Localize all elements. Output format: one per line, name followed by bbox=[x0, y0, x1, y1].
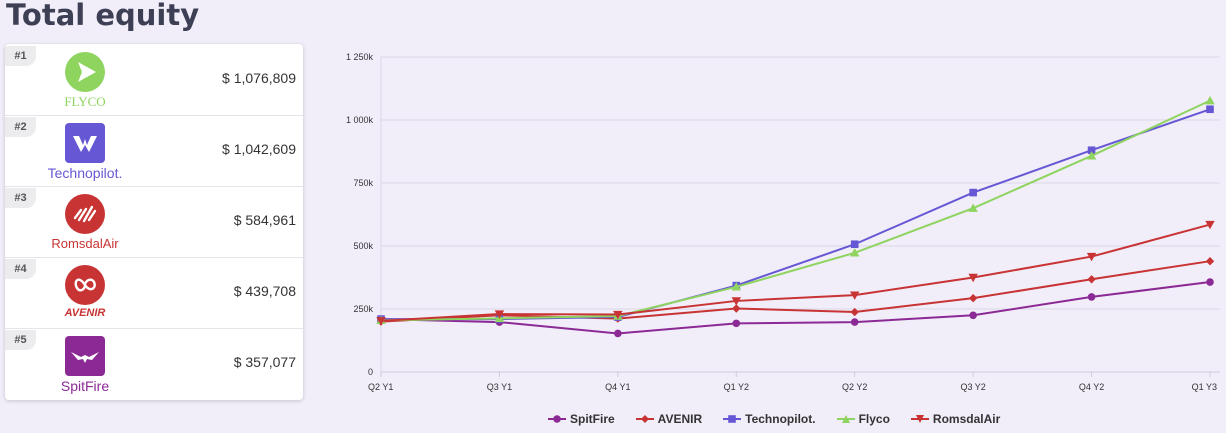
rank-badge: #3 bbox=[5, 188, 36, 208]
spitfire-logo: SpitFire bbox=[37, 333, 133, 395]
data-point-romsdalair bbox=[494, 310, 505, 319]
w-wing-icon bbox=[65, 123, 105, 163]
data-point-technopilot bbox=[850, 240, 859, 249]
data-point-flyco bbox=[968, 203, 978, 212]
data-point-technopilot bbox=[969, 188, 977, 197]
data-point-flyco bbox=[1086, 151, 1097, 160]
data-point-technopilot bbox=[1206, 105, 1214, 114]
logo-name: RomsdalAir bbox=[51, 236, 119, 251]
rank-badge: #4 bbox=[5, 259, 36, 279]
data-point-avenir bbox=[1205, 256, 1215, 266]
legend-label: SpitFire bbox=[570, 412, 615, 426]
logo-name: AVENIR bbox=[64, 307, 106, 319]
y-tick-label: 1 250k bbox=[346, 52, 374, 62]
page-title: Total equity bbox=[6, 0, 200, 32]
ranking-row-5[interactable]: #5 SpitFire $ 357,077 bbox=[5, 328, 303, 399]
series-line-flyco bbox=[380, 99, 1211, 322]
legend-item-technopilot[interactable]: Technopilot. bbox=[723, 412, 816, 426]
legend-item-romsdalair[interactable]: RomsdalAir bbox=[910, 412, 1001, 426]
data-point-spitfire bbox=[1206, 278, 1214, 286]
legend-marker bbox=[836, 415, 855, 423]
series-line-spitfire bbox=[380, 281, 1211, 335]
rank-badge: #2 bbox=[5, 117, 36, 137]
ranking-row-1[interactable]: #1 FLYCO $ 1,076,809 bbox=[5, 44, 303, 116]
legend-item-avenir[interactable]: AVENIR bbox=[635, 412, 703, 426]
legend-label: Flyco bbox=[858, 412, 890, 426]
y-tick-label: 0 bbox=[368, 367, 373, 377]
data-point-romsdalair bbox=[731, 297, 741, 306]
data-point-spitfire bbox=[1087, 293, 1096, 301]
play-arrow-icon bbox=[65, 52, 105, 92]
data-point-flyco bbox=[1205, 95, 1215, 105]
x-tick-label: Q1 Y2 bbox=[724, 382, 749, 392]
equity-amount: $ 357,077 bbox=[233, 354, 296, 370]
x-tick-label: Q4 Y1 bbox=[605, 382, 630, 392]
equity-amount: $ 1,076,809 bbox=[222, 70, 296, 86]
rank-badge: #5 bbox=[5, 330, 36, 350]
x-tick-label: Q1 Y3 bbox=[1192, 382, 1217, 392]
rank-badge: #1 bbox=[5, 46, 36, 66]
x-tick-label: Q2 Y1 bbox=[368, 382, 393, 392]
data-point-flyco bbox=[731, 282, 741, 291]
legend-marker bbox=[723, 415, 742, 423]
avenir-logo: AVENIR bbox=[37, 262, 133, 324]
eagle-icon bbox=[65, 336, 105, 376]
x-tick-label: Q2 Y2 bbox=[842, 382, 867, 392]
total-equity-line-chart: 0 250k 500k 750k 1 000k 1 250k Q2 Y1 Q3 Y1 Q4 Y1… bbox=[346, 52, 1220, 392]
x-tick-label: Q3 Y2 bbox=[960, 382, 985, 392]
equity-amount: $ 584,961 bbox=[233, 212, 296, 228]
data-point-spitfire bbox=[850, 318, 859, 326]
series-line-avenir bbox=[380, 260, 1211, 323]
logo-name: Technopilot. bbox=[47, 165, 123, 181]
data-point-avenir bbox=[1087, 275, 1096, 284]
ranking-row-3[interactable]: #3 RomsdalAir $ 584,961 bbox=[5, 186, 303, 258]
legend-item-flyco[interactable]: Flyco bbox=[836, 412, 890, 426]
x-tick-label: Q3 Y1 bbox=[487, 382, 512, 392]
legend-item-spitfire[interactable]: SpitFire bbox=[548, 412, 615, 426]
jet-stripes-icon bbox=[65, 194, 105, 234]
y-tick-label: 250k bbox=[353, 304, 373, 314]
technopilot-logo: Technopilot. bbox=[37, 120, 133, 182]
data-point-romsdalair bbox=[376, 317, 386, 326]
romsdalair-logo: RomsdalAir bbox=[37, 191, 133, 253]
legend-label: Technopilot. bbox=[745, 412, 816, 426]
x-tick-label: Q4 Y2 bbox=[1079, 382, 1104, 392]
loop-plane-icon bbox=[65, 265, 105, 305]
legend-label: AVENIR bbox=[657, 412, 703, 426]
data-point-romsdalair bbox=[1205, 220, 1215, 230]
data-point-flyco bbox=[850, 248, 860, 257]
y-tick-label: 1 000k bbox=[346, 115, 374, 125]
data-point-spitfire bbox=[969, 311, 977, 320]
series-line-technopilot bbox=[381, 108, 1211, 321]
data-point-avenir bbox=[968, 293, 978, 303]
ranking-row-2[interactable]: #2 Technopilot. $ 1,042,609 bbox=[5, 115, 303, 187]
logo-name: SpitFire bbox=[60, 378, 110, 394]
y-tick-label: 500k bbox=[353, 241, 373, 251]
ranking-panel: #1 FLYCO $ 1,076,809 #2 Technopilot. $ 1… bbox=[5, 44, 303, 400]
data-point-avenir bbox=[850, 307, 859, 317]
legend-marker bbox=[635, 415, 654, 423]
data-point-spitfire bbox=[732, 319, 741, 328]
data-point-romsdalair bbox=[1086, 252, 1097, 262]
equity-amount: $ 1,042,609 bbox=[222, 141, 296, 157]
legend-label: RomsdalAir bbox=[932, 412, 1001, 426]
ranking-row-4[interactable]: #4 AVENIR $ 439,708 bbox=[5, 257, 303, 329]
legend-marker bbox=[910, 415, 929, 423]
legend-marker bbox=[548, 415, 566, 423]
chart-legend: SpitFire AVENIR Technopilot. Flyco RomsdalAi… bbox=[548, 410, 1021, 428]
equity-amount: $ 439,708 bbox=[233, 283, 296, 299]
data-point-spitfire bbox=[614, 329, 622, 338]
series-line-romsdalair bbox=[380, 223, 1211, 322]
logo-name: FLYCO bbox=[64, 94, 106, 109]
data-point-romsdalair bbox=[850, 291, 860, 300]
y-tick-label: 750k bbox=[353, 178, 373, 188]
data-point-technopilot bbox=[1087, 146, 1096, 155]
data-point-romsdalair bbox=[968, 273, 978, 283]
data-point-romsdalair bbox=[613, 310, 623, 320]
flyco-logo: FLYCO bbox=[37, 49, 133, 111]
